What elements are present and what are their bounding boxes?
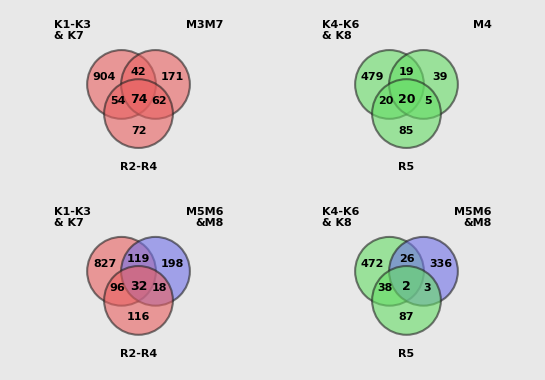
Circle shape [372,79,441,148]
Text: M4: M4 [473,20,492,30]
Text: 42: 42 [131,67,146,77]
Text: R5: R5 [398,349,415,359]
Text: 19: 19 [399,67,414,77]
Text: M5M6
&M8: M5M6 &M8 [454,207,492,228]
Text: 72: 72 [131,125,146,136]
Text: 20: 20 [398,93,415,106]
Circle shape [355,50,424,119]
Circle shape [372,266,441,335]
Text: 171: 171 [161,72,184,82]
Circle shape [121,50,190,119]
Circle shape [389,237,458,306]
Text: R5: R5 [398,162,415,172]
Text: 87: 87 [399,312,414,322]
Text: K4-K6
& K8: K4-K6 & K8 [322,20,359,41]
Text: K4-K6
& K8: K4-K6 & K8 [322,207,359,228]
Text: 904: 904 [93,72,116,82]
Text: 119: 119 [127,254,150,264]
Circle shape [104,79,173,148]
Circle shape [87,50,156,119]
Text: 198: 198 [161,259,184,269]
Text: 96: 96 [110,283,125,293]
Text: 39: 39 [433,72,448,82]
Text: 26: 26 [399,254,414,264]
Text: 3: 3 [423,283,431,293]
Circle shape [87,237,156,306]
Text: K1-K3
& K7: K1-K3 & K7 [53,20,90,41]
Text: 32: 32 [130,280,147,293]
Text: 62: 62 [152,96,167,106]
Text: 827: 827 [93,259,116,269]
Circle shape [104,266,173,335]
Text: 479: 479 [361,72,384,82]
Text: 85: 85 [399,125,414,136]
Text: 116: 116 [127,312,150,322]
Text: R2-R4: R2-R4 [120,162,157,172]
Text: 20: 20 [378,96,393,106]
Text: M3M7: M3M7 [186,20,223,30]
Text: 5: 5 [423,96,431,106]
Text: R2-R4: R2-R4 [120,349,157,359]
Text: 2: 2 [402,280,411,293]
Circle shape [121,237,190,306]
Circle shape [355,237,424,306]
Text: 54: 54 [110,96,125,106]
Text: M5M6
&M8: M5M6 &M8 [186,207,223,228]
Circle shape [389,50,458,119]
Text: 336: 336 [429,259,452,269]
Text: 74: 74 [130,93,147,106]
Text: 472: 472 [361,259,384,269]
Text: K1-K3
& K7: K1-K3 & K7 [53,207,90,228]
Text: 18: 18 [152,283,167,293]
Text: 38: 38 [378,283,393,293]
